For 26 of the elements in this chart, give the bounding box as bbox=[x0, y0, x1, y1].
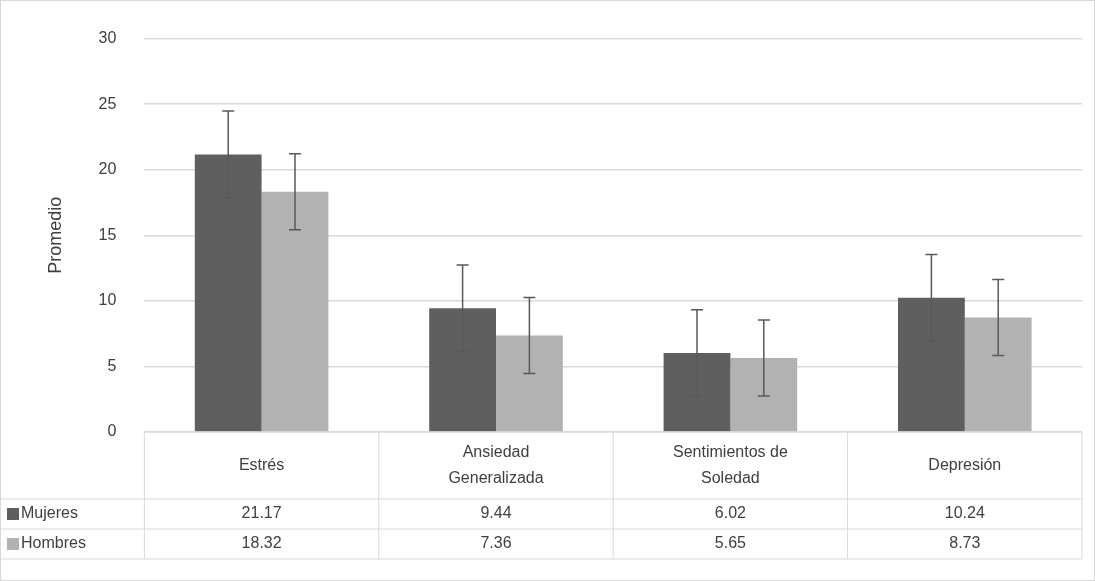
data-label: 18.32 bbox=[241, 534, 282, 552]
y-axis-title: Promedio bbox=[44, 196, 65, 274]
data-label: 6.02 bbox=[714, 504, 747, 522]
bar bbox=[730, 357, 798, 432]
y-tick-label: 15 bbox=[98, 225, 117, 243]
bar bbox=[261, 191, 329, 432]
data-label: 10.24 bbox=[944, 504, 985, 522]
y-tick-label: 25 bbox=[98, 94, 117, 112]
y-tick-label: 0 bbox=[107, 422, 117, 440]
bar bbox=[496, 335, 563, 432]
x-tick-label: Depresión bbox=[928, 455, 1002, 473]
data-label: 9.44 bbox=[480, 504, 512, 522]
y-tick-label: 20 bbox=[98, 160, 117, 178]
legend-label: Mujeres bbox=[21, 504, 78, 522]
data-label: 8.73 bbox=[949, 534, 981, 552]
data-label: 21.17 bbox=[241, 504, 282, 522]
y-tick-label: 10 bbox=[98, 291, 117, 309]
y-tick-label: 5 bbox=[107, 356, 117, 374]
x-tick-label: Estrés bbox=[238, 455, 285, 473]
data-label: 5.65 bbox=[714, 534, 747, 552]
data-label: 7.36 bbox=[480, 534, 512, 552]
x-tick-label: Sentimientos de Soledad bbox=[673, 442, 788, 486]
legend-label: Hombres bbox=[21, 534, 86, 552]
bar bbox=[964, 317, 1032, 432]
x-tick-label: Ansiedad Generalizada bbox=[448, 442, 544, 486]
y-tick-label: 30 bbox=[98, 29, 117, 47]
